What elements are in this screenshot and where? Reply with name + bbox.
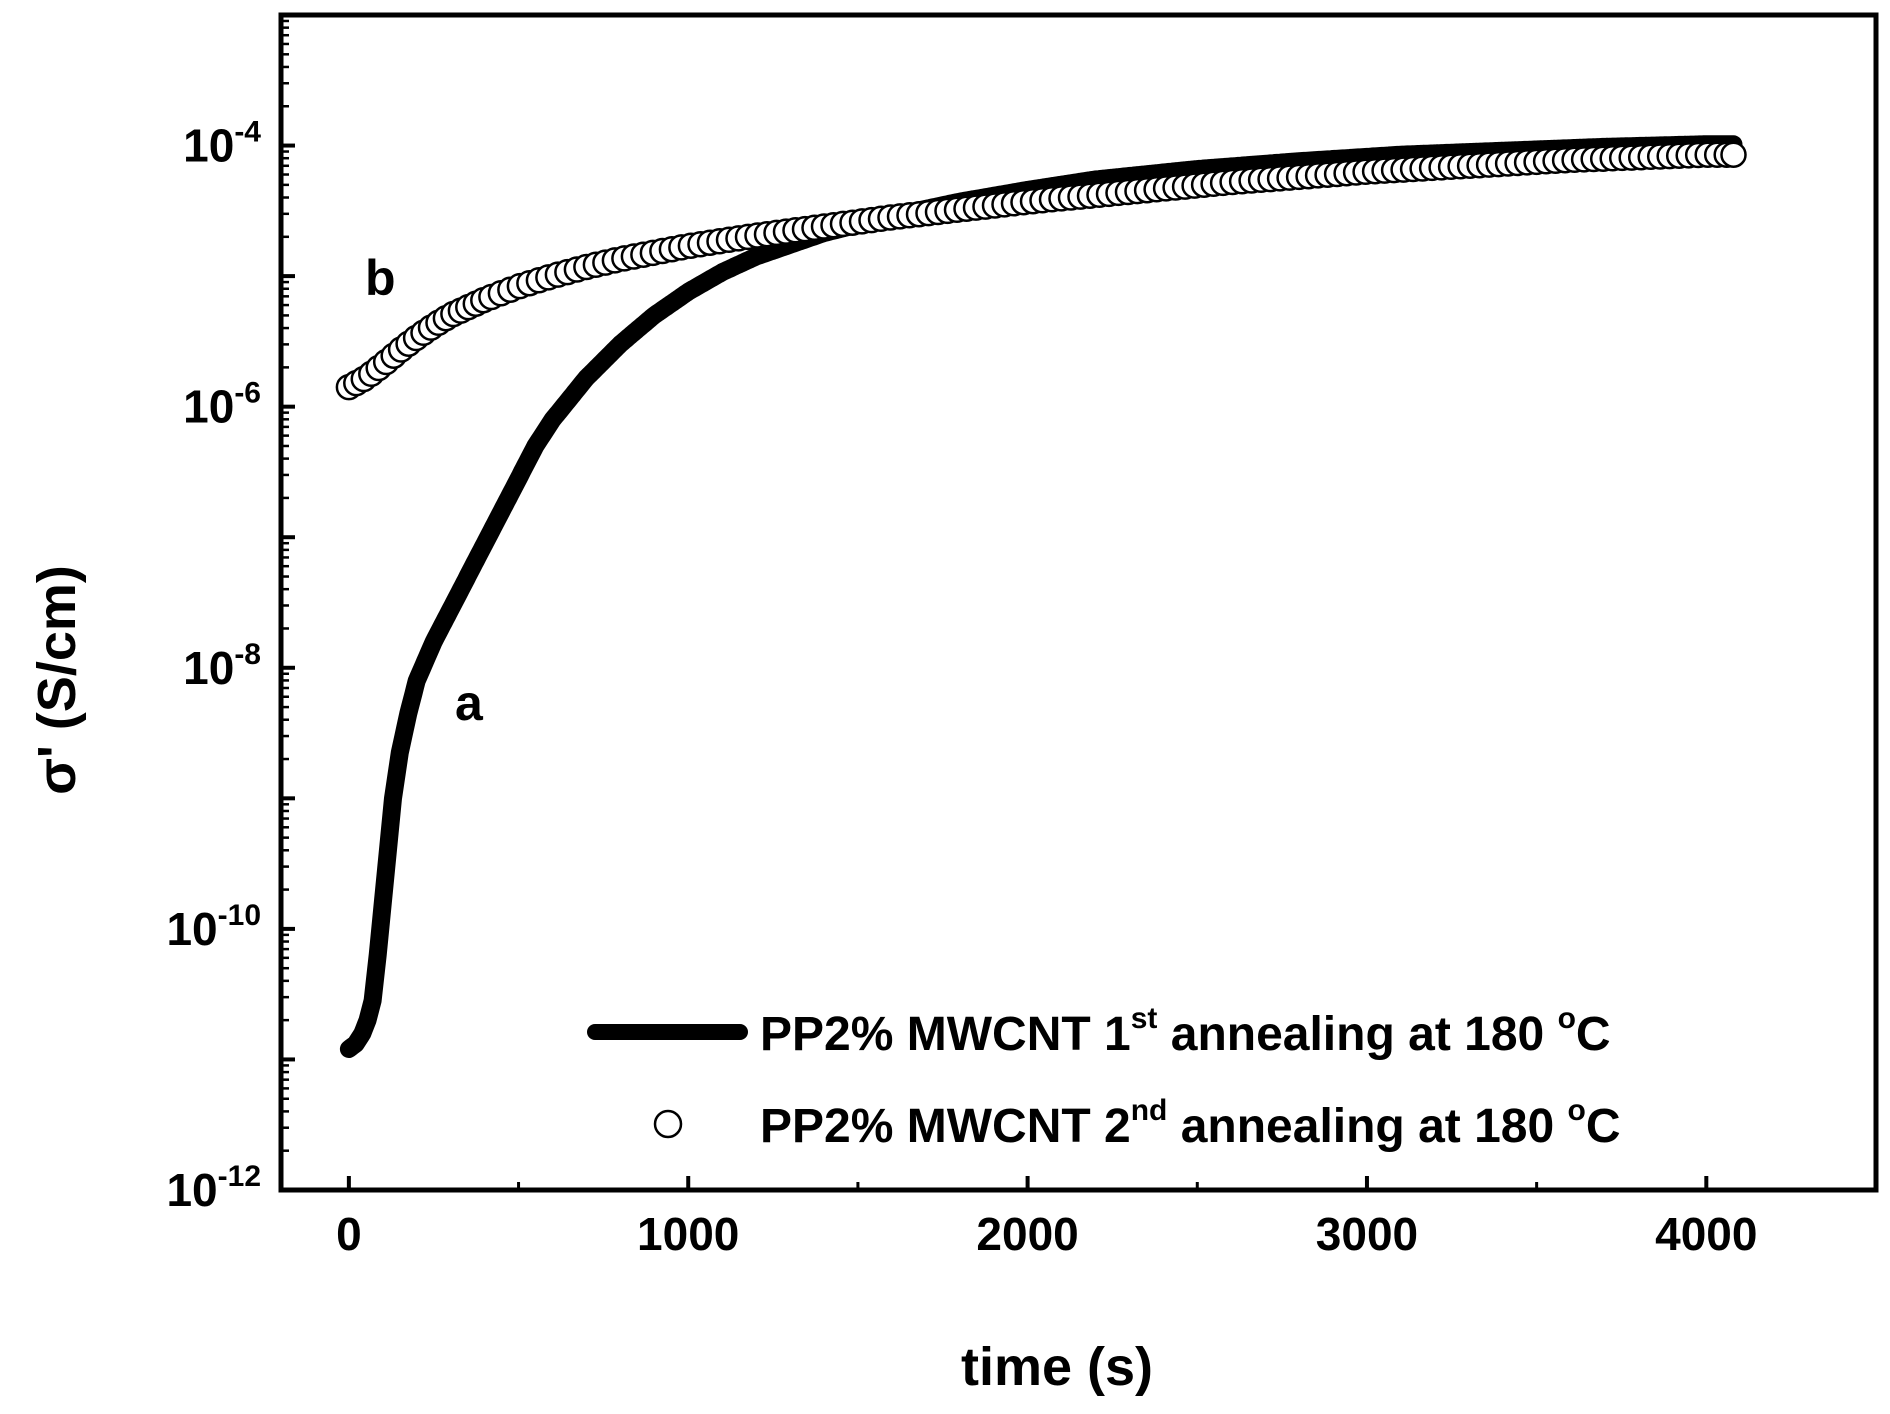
legend-first-suffix2: C	[1576, 1008, 1611, 1061]
y-tick-exponent: -8	[234, 638, 261, 671]
legend: PP2% MWCNT 1st annealing at 180 oC PP2% …	[587, 1002, 1621, 1153]
legend-second-prefix: PP2% MWCNT 2	[760, 1100, 1131, 1153]
legend-second-sup2: o	[1568, 1094, 1586, 1127]
legend-second-sup: nd	[1131, 1094, 1168, 1127]
x-axis-title: time (s)	[961, 1337, 1153, 1397]
legend-first-sup2: o	[1558, 1002, 1576, 1035]
legend-second-suffix: annealing at 180	[1167, 1100, 1567, 1153]
y-tick-exponent: -4	[234, 116, 261, 149]
x-tick-label: 0	[336, 1208, 362, 1260]
legend-second-suffix2: C	[1586, 1100, 1621, 1153]
curve-label-a: a	[455, 675, 484, 731]
legend-first-suffix: annealing at 180	[1157, 1008, 1557, 1061]
y-tick-label: 10-6	[183, 377, 261, 433]
y-axis-title: σ' (S/cm)	[27, 565, 87, 795]
series-b-point	[1720, 141, 1747, 168]
x-tick-label: 3000	[1316, 1208, 1418, 1260]
y-tick-label: 10-8	[183, 638, 261, 694]
y-tick-base: 10	[183, 642, 234, 694]
y-tick-exponent: -12	[218, 1160, 261, 1193]
y-tick-label: 10-4	[183, 116, 261, 172]
series-second-annealing	[335, 141, 1747, 401]
y-tick-label: 10-12	[166, 1160, 261, 1216]
y-tick-base: 10	[166, 903, 217, 955]
x-tick-label: 4000	[1655, 1208, 1757, 1260]
legend-circle-icon	[653, 1109, 683, 1139]
plot-frame	[278, 12, 1879, 1193]
y-tick-exponent: -10	[218, 899, 261, 932]
y-tick-base: 10	[183, 381, 234, 433]
x-tick-label: 1000	[637, 1208, 739, 1260]
axis-ticks	[281, 19, 1709, 1190]
y-tick-base: 10	[166, 1164, 217, 1216]
legend-first-prefix: PP2% MWCNT 1	[760, 1008, 1131, 1061]
x-tick-label: 2000	[976, 1208, 1078, 1260]
legend-entry-second: PP2% MWCNT 2nd annealing at 180 oC	[760, 1094, 1621, 1153]
curve-label-b: b	[365, 250, 396, 306]
y-tick-exponent: -6	[234, 377, 261, 410]
legend-first-sup: st	[1131, 1002, 1158, 1035]
y-tick-base: 10	[183, 120, 234, 172]
y-tick-label: 10-10	[166, 899, 261, 955]
legend-entry-first: PP2% MWCNT 1st annealing at 180 oC	[760, 1002, 1611, 1061]
